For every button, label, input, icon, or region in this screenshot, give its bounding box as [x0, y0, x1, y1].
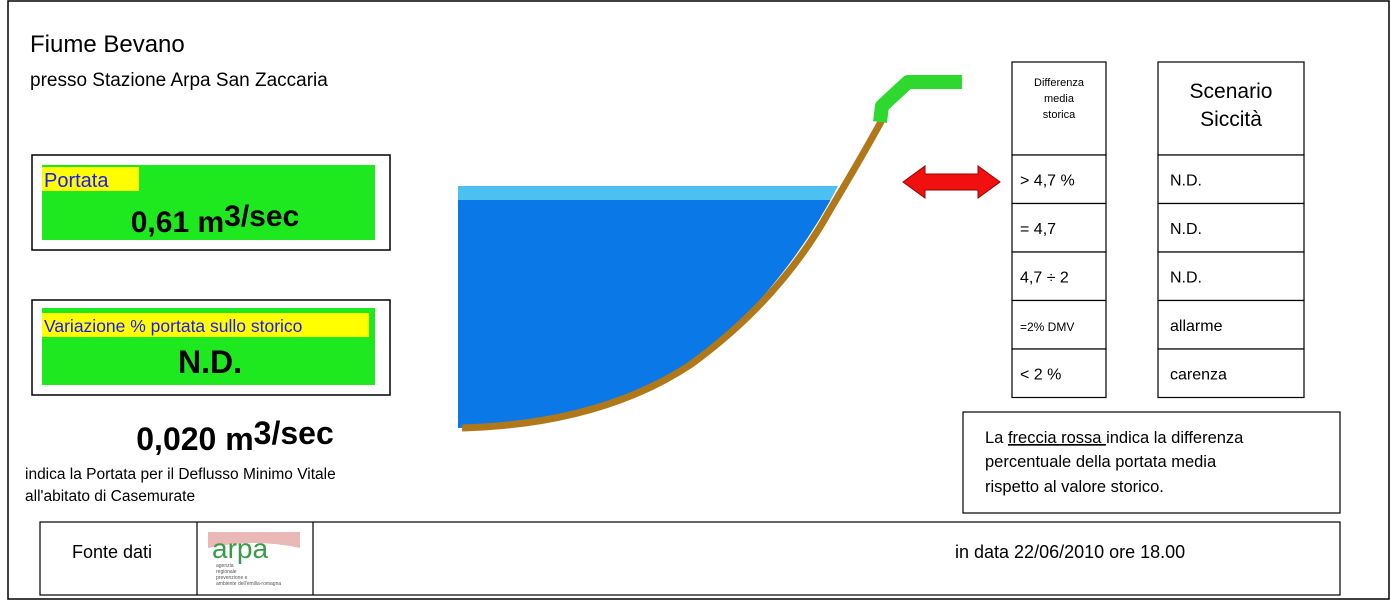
threshold: =2% DMV [1020, 320, 1074, 334]
scenario: N.D. [1170, 221, 1202, 238]
water-surface [458, 186, 838, 200]
portata-label: Portata [44, 170, 109, 192]
table-rows: > 4,7 % N.D. = 4,7 N.D. 4,7 ÷ 2 N.D. =2% DMV al… [1012, 155, 1304, 398]
table-header-right: Scenario [1190, 80, 1273, 103]
variazione-label: Variazione % portata sullo storico [44, 316, 302, 336]
title: Fiume Bevano [30, 31, 185, 58]
footer-source: Fonte dati [72, 542, 152, 562]
variazione-value: N.D. [178, 344, 242, 380]
footer-date: in data 22/06/2010 ore 18.00 [955, 542, 1185, 562]
dmv-note: indica la Portata per il Deflusso Minimo… [25, 466, 336, 483]
scenario: carenza [1170, 366, 1227, 383]
table-header-right: Siccità [1200, 108, 1262, 131]
note-highlight: freccia rossa [1008, 429, 1106, 447]
note-text: indica la differenza [1106, 429, 1244, 447]
threshold: < 2 % [1020, 366, 1061, 383]
threshold: = 4,7 [1020, 221, 1056, 238]
dmv-note: all'abitato di Casemurate [25, 488, 195, 505]
dmv-number: 0,020 m [136, 421, 253, 457]
table-header-left: media [1044, 93, 1075, 105]
portata-number: 0,61 m [131, 206, 224, 239]
subtitle: presso Stazione Arpa San Zaccaria [30, 70, 328, 91]
note-line: rispetto al valore storico. [985, 478, 1164, 496]
table-header-left: Differenza [1034, 77, 1085, 89]
scenario: N.D. [1170, 172, 1202, 189]
dmv-unit: 3/sec [254, 415, 334, 451]
logo-sub: ambiente dell'emilia-romagna [216, 581, 281, 587]
note-prefix: La [985, 429, 1008, 447]
scenario: N.D. [1170, 269, 1202, 286]
infographic: Fiume Bevano presso Stazione Arpa San Za… [0, 0, 1391, 601]
logo-text: arpa [212, 533, 268, 564]
threshold: 4,7 ÷ 2 [1020, 269, 1069, 286]
scenario: allarme [1170, 318, 1223, 335]
table-header-left: storica [1043, 109, 1076, 121]
note-line: La freccia rossa indica la differenza [985, 429, 1244, 447]
portata-unit: 3/sec [224, 200, 299, 233]
threshold: > 4,7 % [1020, 172, 1075, 189]
dmv-value: 0,020 m3/sec [136, 415, 334, 457]
note-line: percentuale della portata media [985, 453, 1217, 471]
